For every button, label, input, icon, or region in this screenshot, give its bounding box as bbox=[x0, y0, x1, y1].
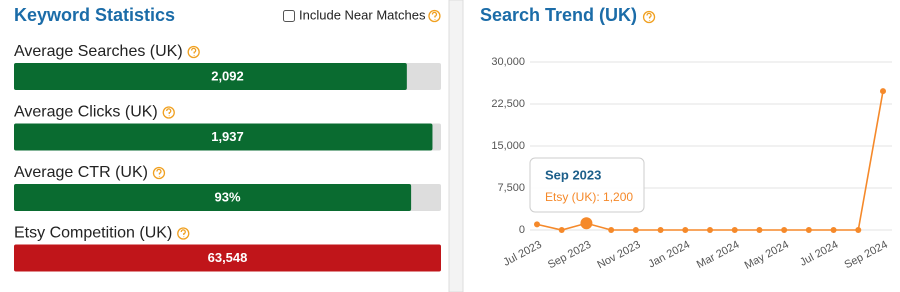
tooltip-value: Etsy (UK): 1,200 bbox=[545, 190, 633, 204]
data-point[interactable] bbox=[707, 227, 713, 233]
data-point[interactable] bbox=[880, 88, 886, 95]
x-tick-label: Jul 2023 bbox=[501, 239, 543, 269]
x-tick-label: Jul 2024 bbox=[798, 239, 840, 269]
help-circle bbox=[642, 10, 656, 24]
chart-title: Search Trend (UK) bbox=[480, 5, 637, 25]
stat-label: Average Clicks (UK) bbox=[14, 104, 158, 121]
tooltip-number: 1,200 bbox=[603, 190, 633, 204]
y-tick-label: 7,500 bbox=[497, 182, 525, 194]
data-point[interactable] bbox=[781, 227, 788, 233]
help-circle bbox=[177, 227, 190, 240]
tooltip-title: Sep 2023 bbox=[545, 167, 601, 182]
help-circle bbox=[162, 106, 175, 119]
x-tick-label: Nov 2023 bbox=[595, 239, 642, 272]
stat-label: Average CTR (UK) bbox=[14, 164, 148, 181]
x-tick-label: Sep 2024 bbox=[843, 239, 890, 272]
help-icon[interactable] bbox=[428, 9, 441, 23]
stat-value: 93% bbox=[214, 189, 240, 204]
x-tick-label: Sep 2023 bbox=[546, 239, 593, 272]
data-point[interactable] bbox=[756, 227, 763, 233]
help-icon[interactable] bbox=[177, 227, 190, 240]
bar-fill bbox=[14, 63, 407, 90]
help-circle bbox=[152, 166, 166, 180]
data-point[interactable] bbox=[580, 217, 593, 230]
stat-label: Average Searches (UK) bbox=[14, 43, 183, 60]
data-point[interactable] bbox=[534, 221, 540, 228]
x-tick-label: May 2024 bbox=[743, 239, 791, 272]
help-mark bbox=[431, 11, 438, 20]
divider bbox=[448, 0, 464, 292]
data-point[interactable] bbox=[558, 227, 565, 233]
data-point[interactable] bbox=[855, 227, 862, 233]
data-point[interactable] bbox=[608, 227, 615, 233]
help-circle bbox=[187, 45, 200, 59]
stat-label: Etsy Competition (UK) bbox=[14, 225, 172, 242]
help-mark bbox=[646, 12, 652, 21]
y-tick-label: 0 bbox=[519, 224, 525, 236]
help-icon[interactable] bbox=[187, 45, 200, 59]
help-icon[interactable] bbox=[162, 106, 175, 119]
bar-fill bbox=[14, 123, 433, 151]
help-circle bbox=[428, 9, 441, 23]
data-point[interactable] bbox=[805, 227, 812, 233]
data-point[interactable] bbox=[731, 227, 738, 233]
data-point[interactable] bbox=[632, 227, 639, 233]
y-tick-label: 22,500 bbox=[491, 98, 525, 110]
tooltip-series: Etsy (UK) bbox=[545, 190, 596, 204]
stat-value: 1,937 bbox=[211, 129, 244, 144]
x-tick-label: Mar 2024 bbox=[695, 239, 742, 271]
y-tick-label: 30,000 bbox=[491, 56, 525, 68]
help-icon[interactable] bbox=[152, 166, 166, 180]
tooltip: Sep 2023 Etsy (UK): 1,200 bbox=[529, 157, 645, 213]
help-mark bbox=[156, 168, 162, 177]
stat-value: 2,092 bbox=[211, 68, 244, 83]
help-mark bbox=[191, 47, 197, 56]
checkbox-label[interactable]: Include Near Matches bbox=[299, 7, 426, 22]
tooltip-box bbox=[529, 157, 645, 213]
y-tick-label: 15,000 bbox=[491, 140, 525, 152]
data-point[interactable] bbox=[657, 227, 664, 233]
data-point[interactable] bbox=[682, 227, 689, 233]
checkbox[interactable] bbox=[283, 10, 295, 22]
bar-fill bbox=[14, 184, 412, 211]
x-tick-label: Jan 2024 bbox=[646, 239, 692, 271]
help-icon[interactable] bbox=[642, 10, 656, 24]
stat-value: 63,548 bbox=[208, 250, 248, 265]
data-point[interactable] bbox=[830, 227, 837, 233]
panel-title: Keyword Statistics bbox=[14, 5, 175, 25]
help-mark bbox=[166, 108, 172, 117]
help-mark bbox=[180, 229, 186, 238]
bar-fill bbox=[14, 244, 441, 272]
